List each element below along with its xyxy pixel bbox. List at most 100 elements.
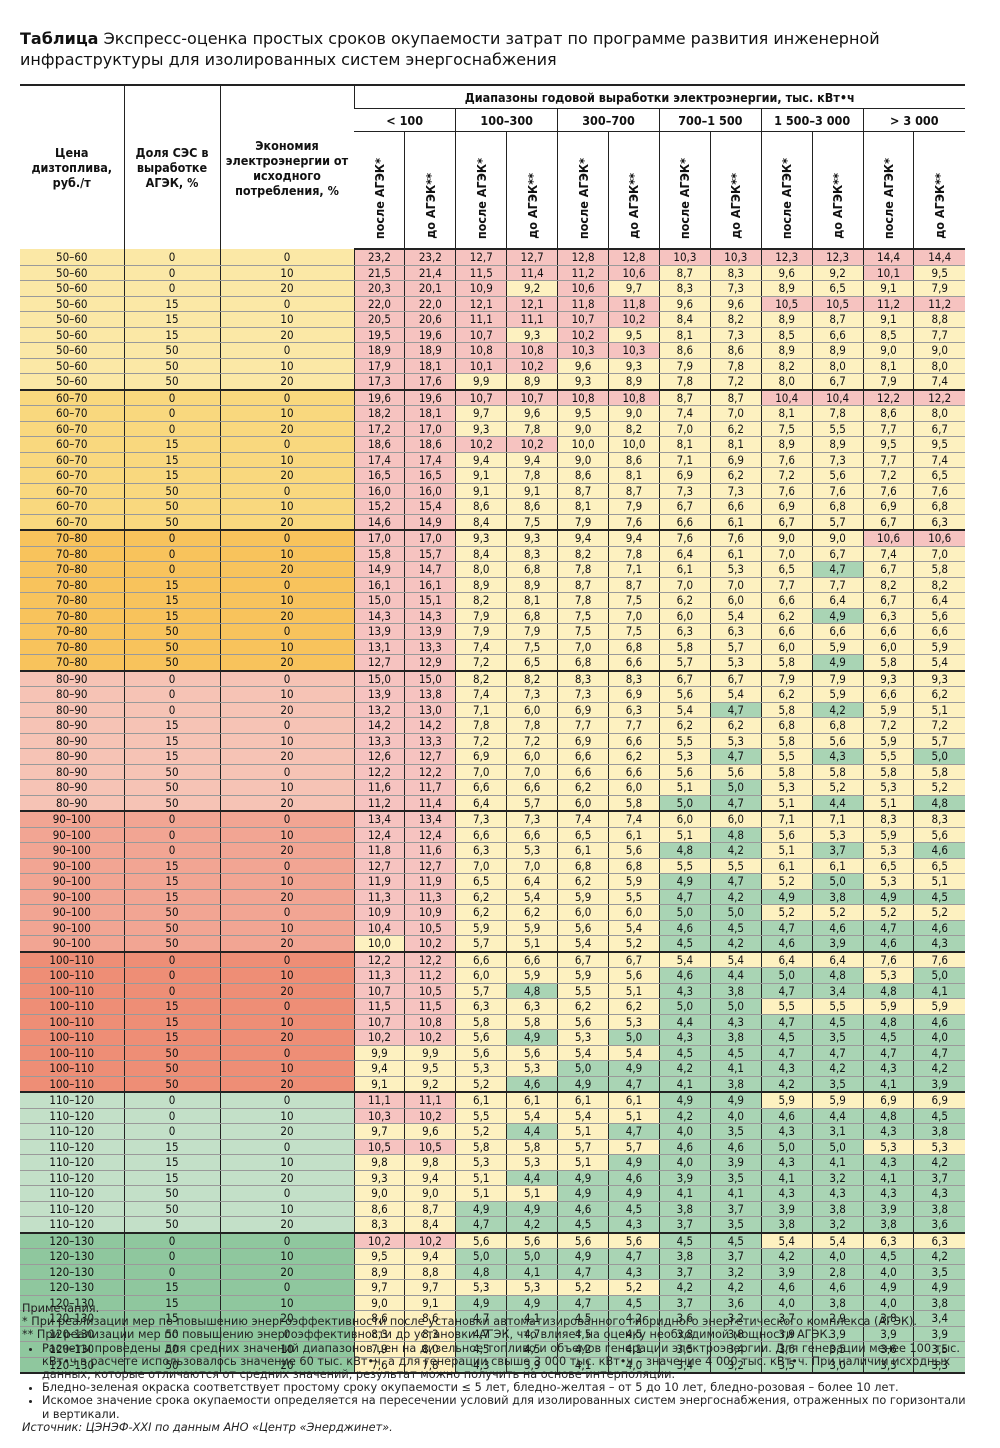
cell-share: 50 xyxy=(123,764,220,780)
cell-payback: 10,4 xyxy=(760,388,813,406)
cell-payback: 7,9 xyxy=(658,358,711,374)
cell-payback: 8,9 xyxy=(760,342,813,359)
cell-payback: 6,0 xyxy=(760,639,813,655)
cell-price: 60–70 xyxy=(20,436,124,453)
cell-payback: 11,9 xyxy=(353,873,405,890)
cell-payback: 3,9 xyxy=(913,1326,965,1342)
cell-payback: 17,9 xyxy=(353,358,405,374)
cell-payback: 6,1 xyxy=(709,546,762,562)
cell-share: 0 xyxy=(123,669,220,687)
cell-payback: 5,3 xyxy=(506,1060,558,1077)
cell-share: 15 xyxy=(123,1014,220,1030)
cell-payback: 20,3 xyxy=(353,280,405,297)
cell-payback: 7,2 xyxy=(760,467,813,484)
subheader-after: после АГЭК* xyxy=(862,131,914,250)
cell-share: 0 xyxy=(123,421,220,437)
cell-price: 100–110 xyxy=(20,1014,124,1030)
cell-savings: 20 xyxy=(219,748,354,765)
cell-payback: 15,0 xyxy=(353,592,405,609)
cell-payback: 4,9 xyxy=(913,1279,965,1296)
cell-payback: 8,3 xyxy=(658,280,711,297)
cell-savings: 0 xyxy=(219,249,354,266)
cell-payback: 9,1 xyxy=(353,1076,405,1093)
table-row: 120–130 0 20 8,9 8,8 4,8 4,1 4,7 4,3 3,7 3,2 3,9 2,8… xyxy=(20,1264,965,1280)
cell-price: 80–90 xyxy=(20,795,124,812)
range-header: 1 500–3 000 xyxy=(760,108,864,132)
table-row: 100–110 0 0 12,2 12,2 6,6 6,6 6,7 6,7 5,4 5,4 6,4 6,… xyxy=(20,950,965,968)
cell-share: 50 xyxy=(123,1357,220,1374)
cell-payback: 8,4 xyxy=(455,514,507,531)
cell-payback: 8,7 xyxy=(658,388,711,406)
cell-payback: 5,5 xyxy=(760,998,813,1015)
cell-price: 120–130 xyxy=(20,1295,124,1311)
cell-price: 90–100 xyxy=(20,889,124,905)
cell-payback: 3,2 xyxy=(709,1310,762,1327)
cell-payback: 7,1 xyxy=(760,810,813,828)
cell-payback: 4,8 xyxy=(862,1014,914,1030)
cell-payback: 3,3 xyxy=(913,1357,965,1374)
cell-savings: 0 xyxy=(219,1326,354,1342)
cell-payback: 10,2 xyxy=(353,1231,405,1249)
cell-payback: 5,2 xyxy=(811,904,864,921)
cell-share: 0 xyxy=(123,827,220,843)
table-row: 50–60 0 20 20,3 20,1 10,9 9,2 10,6 9,7 8,3 7,3 8,9 6… xyxy=(20,280,965,297)
cell-payback: 10,7 xyxy=(506,388,558,406)
cell-payback: 18,1 xyxy=(404,405,456,422)
cell-share: 15 xyxy=(123,436,220,453)
subheader-label: до АГЭК** xyxy=(830,173,846,239)
cell-payback: 7,2 xyxy=(913,717,965,734)
cell-payback: 6,6 xyxy=(455,827,507,843)
cell-payback: 4,6 xyxy=(608,1170,660,1186)
cell-payback: 3,5 xyxy=(709,1216,762,1233)
table-row: 100–110 50 20 9,1 9,2 5,2 4,6 4,9 4,7 4,1 3,8 4,2 3,… xyxy=(20,1076,965,1093)
cell-payback: 6,1 xyxy=(760,858,813,874)
cell-payback: 5,4 xyxy=(709,608,762,624)
cell-price: 90–100 xyxy=(20,842,124,859)
cell-payback: 4,7 xyxy=(811,561,864,578)
cell-price: 120–130 xyxy=(20,1310,124,1327)
cell-payback: 5,3 xyxy=(862,967,914,984)
cell-payback: 7,4 xyxy=(455,686,507,703)
cell-payback: 7,0 xyxy=(608,608,660,624)
cell-payback: 6,0 xyxy=(455,967,507,984)
cell-payback: 4,7 xyxy=(557,1264,609,1280)
cell-share: 0 xyxy=(123,561,220,578)
cell-savings: 10 xyxy=(219,827,354,843)
cell-payback: 8,2 xyxy=(455,592,507,609)
cell-payback: 8,4 xyxy=(658,311,711,328)
cell-payback: 6,2 xyxy=(760,608,813,624)
cell-payback: 6,3 xyxy=(455,842,507,859)
cell-payback: 6,1 xyxy=(506,1091,558,1109)
cell-payback: 4,9 xyxy=(506,1295,558,1311)
cell-payback: 4,1 xyxy=(913,983,965,999)
cell-payback: 11,4 xyxy=(506,265,558,281)
cell-payback: 19,6 xyxy=(404,327,456,343)
header-share: Доля СЭС в выработке АГЭК, % xyxy=(123,84,220,249)
cell-payback: 4,8 xyxy=(811,967,864,984)
cell-payback: 5,3 xyxy=(862,842,914,859)
cell-payback: 18,6 xyxy=(353,436,405,453)
cell-payback: 13,3 xyxy=(404,639,456,655)
cell-payback: 6,3 xyxy=(608,702,660,718)
cell-payback: 4,6 xyxy=(506,1076,558,1093)
cell-payback: 4,5 xyxy=(658,1231,711,1249)
range-header: < 100 xyxy=(354,108,456,132)
cell-payback: 5,2 xyxy=(760,904,813,921)
cell-payback: 12,3 xyxy=(760,249,813,266)
cell-payback: 3,5 xyxy=(811,1076,864,1093)
cell-payback: 5,3 xyxy=(862,1139,914,1155)
cell-payback: 6,6 xyxy=(557,748,609,765)
cell-payback: 6,7 xyxy=(557,950,609,968)
cell-savings: 10 xyxy=(219,1248,354,1265)
cell-payback: 6,8 xyxy=(811,717,864,734)
cell-payback: 4,3 xyxy=(455,1357,507,1374)
cell-payback: 8,3 xyxy=(709,265,762,281)
cell-payback: 6,9 xyxy=(709,452,762,468)
cell-payback: 9,4 xyxy=(608,529,660,547)
cell-payback: 6,1 xyxy=(455,1091,507,1109)
cell-payback: 4,7 xyxy=(760,1045,813,1061)
cell-price: 120–130 xyxy=(20,1264,124,1280)
cell-payback: 18,1 xyxy=(404,358,456,374)
cell-payback: 11,2 xyxy=(404,967,456,984)
cell-savings: 10 xyxy=(219,733,354,749)
